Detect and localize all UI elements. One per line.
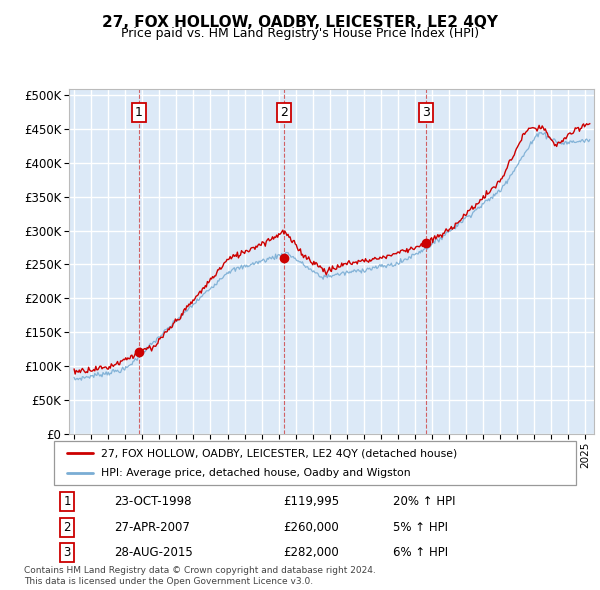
Text: 3: 3 — [64, 546, 71, 559]
Text: £119,995: £119,995 — [284, 495, 340, 508]
Text: 27-APR-2007: 27-APR-2007 — [114, 521, 190, 534]
Text: HPI: Average price, detached house, Oadby and Wigston: HPI: Average price, detached house, Oadb… — [101, 468, 410, 478]
Text: 20% ↑ HPI: 20% ↑ HPI — [394, 495, 456, 508]
Text: 1: 1 — [135, 106, 143, 119]
Text: 5% ↑ HPI: 5% ↑ HPI — [394, 521, 448, 534]
Text: £282,000: £282,000 — [284, 546, 340, 559]
Text: Contains HM Land Registry data © Crown copyright and database right 2024.
This d: Contains HM Land Registry data © Crown c… — [24, 566, 376, 586]
Text: 28-AUG-2015: 28-AUG-2015 — [114, 546, 193, 559]
Text: £260,000: £260,000 — [284, 521, 340, 534]
Text: 1: 1 — [64, 495, 71, 508]
Text: 6% ↑ HPI: 6% ↑ HPI — [394, 546, 448, 559]
Text: 23-OCT-1998: 23-OCT-1998 — [114, 495, 191, 508]
Text: 2: 2 — [280, 106, 288, 119]
Text: Price paid vs. HM Land Registry's House Price Index (HPI): Price paid vs. HM Land Registry's House … — [121, 27, 479, 40]
Text: 27, FOX HOLLOW, OADBY, LEICESTER, LE2 4QY: 27, FOX HOLLOW, OADBY, LEICESTER, LE2 4Q… — [102, 15, 498, 30]
Text: 3: 3 — [422, 106, 430, 119]
Text: 2: 2 — [64, 521, 71, 534]
Text: 27, FOX HOLLOW, OADBY, LEICESTER, LE2 4QY (detached house): 27, FOX HOLLOW, OADBY, LEICESTER, LE2 4Q… — [101, 448, 457, 458]
FancyBboxPatch shape — [54, 441, 576, 485]
